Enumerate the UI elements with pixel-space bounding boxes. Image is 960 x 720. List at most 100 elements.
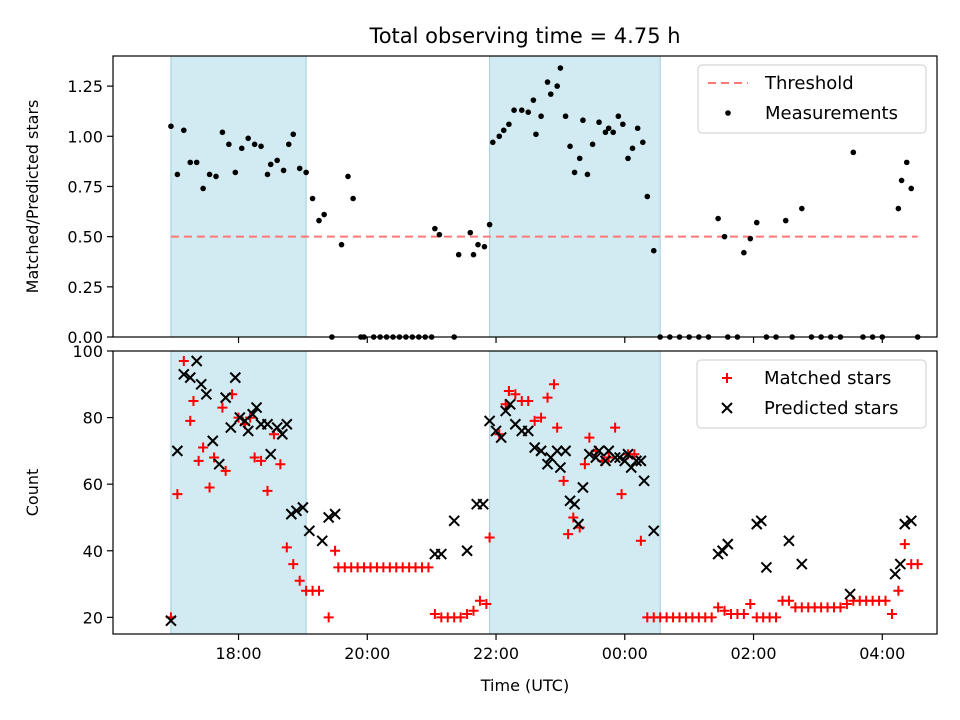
measurementspoint: [290, 131, 297, 138]
matched-starspoint: [481, 599, 492, 610]
predicted-starspoint: [290, 505, 303, 517]
y-tick-label: 1.25: [67, 77, 103, 96]
predicted-starspoint: [261, 418, 274, 430]
matched-starspoint: [899, 539, 910, 550]
matched-starspoint: [185, 415, 196, 426]
predicted-starspoint: [554, 461, 567, 474]
predicted-starspoint: [648, 525, 660, 537]
y-tick-label: 0.00: [67, 328, 103, 347]
measurementspoint: [903, 159, 910, 166]
measurementspoint: [908, 185, 915, 192]
y-tick-label: 0.25: [67, 278, 103, 297]
predicted-starspoint: [190, 355, 203, 367]
predicted-starspoint: [551, 445, 563, 457]
matched-starspoint: [220, 465, 231, 476]
predicted-starspoint: [760, 561, 773, 574]
matched-starspoint: [323, 612, 334, 623]
matched-starspoint: [558, 475, 569, 486]
predicted-starspoint: [483, 415, 496, 427]
measurementspoint: [296, 165, 303, 172]
legend-box: [696, 359, 927, 429]
measurementspoint: [219, 129, 226, 136]
matched-starspoint: [835, 602, 846, 613]
measurementspoint: [500, 127, 507, 134]
matched-starspoint: [193, 455, 204, 466]
predicted-starspoint: [559, 445, 572, 457]
predicted-starspoint: [490, 425, 502, 437]
matched-starspoint: [579, 459, 590, 470]
predicted-starspoint: [572, 518, 585, 530]
matched-starspoint: [503, 385, 514, 396]
measurementspoint: [316, 217, 322, 224]
matched-starspoint: [880, 595, 891, 606]
measurementspoint: [187, 159, 194, 166]
measurementspoint: [518, 107, 525, 113]
matched-starspoint: [542, 392, 553, 403]
matched-starspoint: [204, 482, 215, 493]
measurementspoint: [511, 107, 517, 113]
predicted-starspoint: [213, 458, 225, 470]
measurementspoint: [264, 171, 271, 178]
predicted-starspoint: [609, 451, 621, 464]
measurementspoint: [200, 185, 206, 192]
predicted-starspoint: [281, 418, 293, 430]
predicted-starspoint: [316, 535, 328, 547]
measurementspoint: [544, 79, 551, 85]
measurementspoint: [629, 145, 636, 152]
legend-label: Predicted stars: [764, 398, 898, 419]
matched-starspoint: [745, 599, 756, 610]
matched-starspoint: [262, 485, 273, 496]
measurementspoint: [475, 241, 481, 248]
measurementspoint: [481, 243, 488, 250]
measurementspoint: [605, 125, 612, 132]
measurementspoint: [584, 171, 591, 178]
matched-starspoint: [172, 489, 183, 500]
predicted-starspoint: [285, 508, 298, 520]
legend-marker: [722, 373, 732, 383]
matched-starspoint: [423, 562, 434, 573]
predicted-starspoint: [303, 525, 316, 537]
predicted-starspoint: [599, 455, 612, 467]
shaded-span: [489, 55, 661, 338]
y-tick-label: 60: [83, 475, 103, 494]
measurementspoint: [274, 157, 280, 164]
matched-starspoint: [188, 395, 199, 406]
predicted-starspoint: [590, 451, 602, 464]
measurementspoint: [285, 141, 292, 148]
predicted-starspoint: [905, 515, 917, 527]
ratio-panel: 0.00 0.25 0.50 0.75 1.00 1.25 Matched/Predicte…: [23, 55, 938, 347]
matched-starspoint: [455, 612, 466, 623]
y-tick-label: 0.75: [67, 177, 103, 196]
measurementspoint: [303, 169, 309, 176]
matched-starspoint: [275, 459, 286, 470]
measurementspoint: [258, 143, 264, 150]
predicted-starspoint: [297, 501, 309, 514]
predicted-starspoint: [207, 435, 219, 447]
measurementspoint: [226, 141, 232, 148]
matched-starspoint: [314, 585, 324, 596]
measurementspoint: [530, 97, 537, 103]
measurementspoint: [596, 119, 602, 126]
matched-starspoint: [552, 422, 563, 433]
legend-label: Threshold: [764, 73, 854, 94]
matched-starspoint: [912, 559, 923, 570]
matched-starspoint: [610, 422, 621, 433]
matched-starspoint: [294, 575, 305, 586]
measurementspoint: [486, 221, 493, 228]
predicted-starspoint: [899, 518, 911, 530]
measurementspoint: [168, 123, 174, 130]
legend-marker: [725, 110, 731, 116]
matched-starspoint: [178, 355, 189, 366]
measurementspoint: [721, 233, 728, 240]
legend-label: Matched stars: [764, 368, 891, 389]
predicted-starspoint: [477, 498, 489, 510]
shaded-span: [170, 55, 307, 338]
measurementspoint: [799, 205, 805, 212]
x-tick-label: 02:00: [730, 644, 776, 663]
matched-starspoint: [249, 452, 260, 463]
matched-starspoint: [886, 609, 897, 620]
matched-starspoint: [474, 595, 485, 606]
measurementspoint: [895, 205, 902, 212]
predicted-starspoint: [499, 405, 512, 417]
matched-starspoint: [563, 529, 574, 540]
